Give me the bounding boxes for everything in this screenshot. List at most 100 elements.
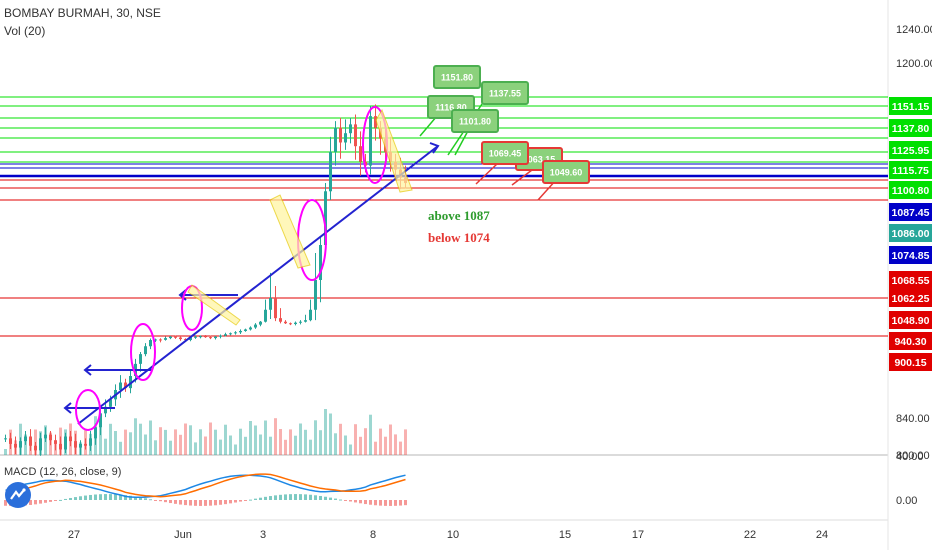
- macd-histogram-bar: [399, 500, 402, 506]
- macd-histogram-bar: [269, 496, 272, 500]
- macd-histogram-bar: [274, 495, 277, 500]
- macd-histogram-bar: [299, 494, 302, 500]
- volume-bar: [354, 424, 357, 455]
- volume-bar: [274, 418, 277, 455]
- price-label: 1115.75: [892, 165, 929, 177]
- candle: [29, 436, 32, 446]
- volume-bar: [364, 428, 367, 455]
- macd-histogram-bar: [389, 500, 392, 506]
- candle: [129, 376, 132, 389]
- candle: [214, 336, 217, 339]
- candle: [279, 318, 282, 322]
- macd-histogram-bar: [139, 497, 142, 500]
- candle: [189, 337, 192, 341]
- price-label: 900.15: [894, 357, 926, 369]
- time-axis: 27 Jun 3 8 10 15 17 22 24: [68, 529, 828, 541]
- macd-indicator-label[interactable]: MACD (12, 26, close, 9): [4, 466, 122, 478]
- candle: [144, 346, 147, 355]
- candle: [344, 133, 347, 143]
- macd-histogram-bar: [319, 495, 322, 500]
- price-label: 940.30: [894, 336, 926, 348]
- macd-histogram-bar: [329, 497, 332, 500]
- price-label: 1125.95: [892, 145, 930, 157]
- candle: [269, 298, 272, 310]
- price-label-box: [889, 203, 932, 221]
- volume-bar: [139, 423, 142, 455]
- time-tick-label: 22: [744, 529, 756, 541]
- macd-histogram-bar: [294, 494, 297, 500]
- candle: [204, 336, 207, 338]
- time-tick-label: Jun: [174, 529, 192, 541]
- macd-histogram-bar: [404, 500, 407, 506]
- price-tick-label: 1200.00: [896, 58, 932, 70]
- candle: [254, 324, 257, 328]
- candle: [369, 116, 372, 166]
- volume-bar: [129, 432, 132, 455]
- price-label-box: [889, 141, 932, 159]
- macd-histogram-bar: [254, 498, 257, 500]
- candle: [34, 445, 37, 451]
- candle: [184, 339, 187, 341]
- signal-line: [5, 473, 406, 498]
- candle: [4, 438, 7, 440]
- volume-bar: [344, 435, 347, 455]
- macd-histogram-bar: [344, 500, 347, 501]
- trend-arrow-icon: [429, 142, 440, 154]
- macd-tick-label: 0.00: [896, 495, 917, 507]
- macd-histogram-bar: [174, 500, 177, 504]
- volume-bar: [309, 439, 312, 455]
- arrow-head-icon: [83, 364, 92, 376]
- candle: [229, 333, 232, 335]
- target-badge-box: [451, 109, 499, 133]
- candle: [264, 309, 267, 322]
- price-tick-label: 840.00: [896, 413, 930, 425]
- macd-histogram-bar: [224, 500, 227, 505]
- macd-histogram-bar: [304, 494, 307, 500]
- volume-bar: [369, 414, 372, 455]
- price-label: 1137.80: [892, 123, 930, 135]
- candle: [24, 436, 27, 442]
- macd-histogram-bar: [239, 500, 242, 502]
- volume-bar: [169, 440, 172, 455]
- volume-bar: [229, 435, 232, 455]
- volume-bar: [269, 436, 272, 455]
- candle: [124, 382, 127, 389]
- candle: [119, 382, 122, 390]
- volume-bar: [384, 436, 387, 455]
- volume-bar: [219, 439, 222, 455]
- volume-bar: [294, 435, 297, 455]
- candle: [54, 440, 57, 444]
- macd-histogram-bar: [134, 496, 137, 500]
- drawings: above 1087 below 1074: [63, 97, 557, 431]
- macd-histogram-bar: [39, 500, 42, 504]
- macd-histogram-bar: [89, 494, 92, 500]
- candle: [104, 406, 107, 414]
- candle: [164, 338, 167, 340]
- volume-bar: [324, 409, 327, 455]
- macd-histogram-bar: [259, 497, 262, 500]
- candle: [154, 339, 157, 341]
- volume-bar: [109, 423, 112, 455]
- time-tick-label: 24: [816, 529, 828, 541]
- symbol-title[interactable]: BOMBAY BURMAH, 30, NSE: [4, 6, 161, 20]
- tradingview-logo-icon[interactable]: [5, 482, 31, 508]
- candle: [84, 443, 87, 446]
- highlight-circle: [130, 323, 156, 381]
- macd-histogram-bar: [164, 500, 167, 503]
- target-badge: 1101.80: [459, 117, 491, 127]
- volume-bar: [339, 423, 342, 455]
- volume-bar: [299, 423, 302, 455]
- candle: [59, 443, 62, 450]
- macd-histogram-bar: [214, 500, 217, 506]
- candle: [79, 443, 82, 448]
- volume-indicator-label[interactable]: Vol (20): [4, 24, 46, 38]
- macd-histogram-bar: [339, 499, 342, 501]
- macd-histogram-bar: [109, 494, 112, 500]
- target-badge-box: [433, 65, 481, 89]
- candle: [339, 127, 342, 143]
- volume-bar: [194, 442, 197, 455]
- candle: [259, 321, 262, 325]
- candle: [64, 436, 67, 450]
- macd-histogram-bar: [374, 500, 377, 506]
- candle: [234, 332, 237, 334]
